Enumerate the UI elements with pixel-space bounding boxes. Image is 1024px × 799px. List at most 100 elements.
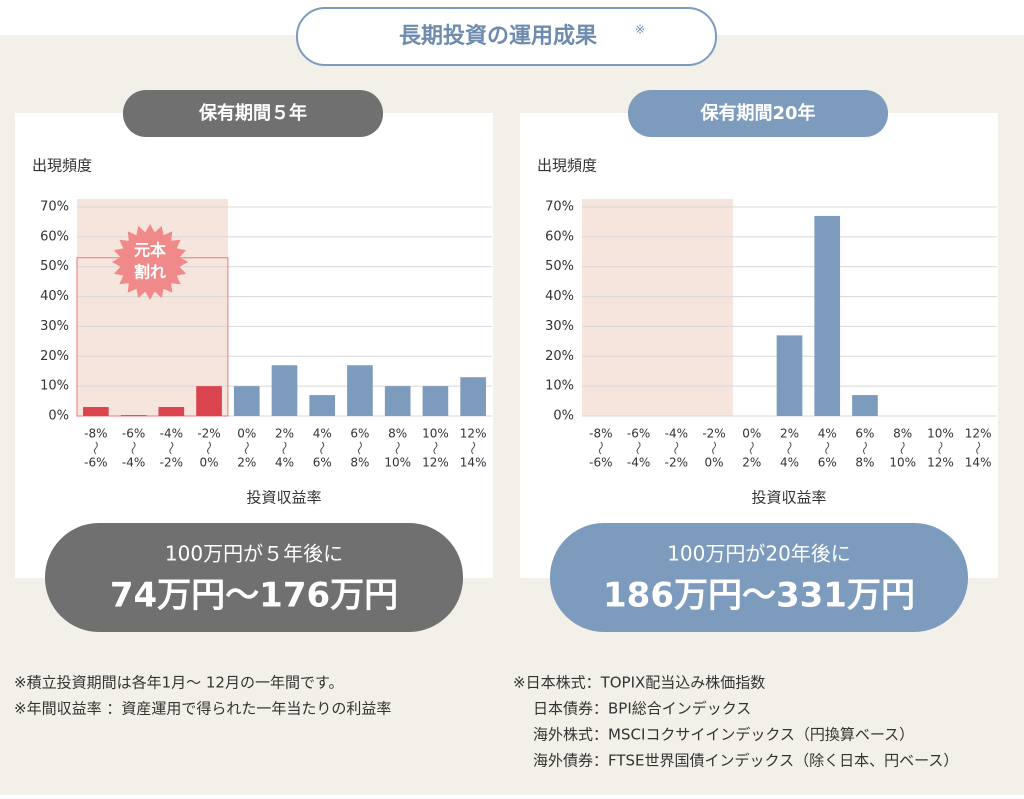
bar xyxy=(460,377,486,416)
bar xyxy=(814,215,841,416)
annotation-text: 元本 xyxy=(134,241,166,260)
x-tick-label: 6% xyxy=(350,427,369,441)
bar xyxy=(271,365,298,416)
panel-title: 保有期間５年 xyxy=(198,102,307,124)
range-wave xyxy=(207,441,212,455)
range-wave xyxy=(712,441,717,455)
y-tick-label: 10% xyxy=(545,379,574,394)
range-wave xyxy=(976,441,981,455)
range-wave xyxy=(825,441,830,455)
x-tick-label: -4% xyxy=(627,456,650,470)
result-pill xyxy=(45,523,463,632)
y-tick-label: 20% xyxy=(40,349,69,364)
x-tick-label: 12% xyxy=(422,456,449,470)
result-pill xyxy=(550,523,968,632)
title-mark: ※ xyxy=(635,23,645,37)
panel-header xyxy=(123,90,383,137)
x-tick-label: -2% xyxy=(160,456,183,470)
x-tick-label: 0% xyxy=(237,427,256,441)
x-tick-label: -2% xyxy=(197,427,220,441)
x-tick-label: 8% xyxy=(388,427,407,441)
range-wave xyxy=(900,441,905,455)
y-tick-label: 40% xyxy=(545,289,574,304)
range-wave xyxy=(282,441,287,455)
x-tick-label: 10% xyxy=(889,456,916,470)
x-tick-label: 4% xyxy=(780,456,799,470)
y-tick-label: 60% xyxy=(40,229,69,244)
x-tick-label: 8% xyxy=(855,456,874,470)
range-wave xyxy=(749,441,754,455)
range-wave xyxy=(320,441,325,455)
bar xyxy=(309,395,336,416)
x-tick-label: 12% xyxy=(965,427,992,441)
x-tick-label: -4% xyxy=(665,427,688,441)
x-tick-label: 12% xyxy=(927,456,954,470)
x-tick-label: -4% xyxy=(122,456,145,470)
y-tick-label: 70% xyxy=(545,200,574,215)
y-tick-label: 40% xyxy=(40,289,69,304)
x-tick-label: 8% xyxy=(893,427,912,441)
x-tick-label: 10% xyxy=(422,427,449,441)
x-tick-label: 2% xyxy=(237,456,256,470)
bar xyxy=(384,386,411,416)
x-tick-label: 10% xyxy=(384,456,411,470)
bar xyxy=(83,407,109,416)
panel-title: 保有期間20年 xyxy=(699,102,815,124)
x-tick-label: 4% xyxy=(275,456,294,470)
x-tick-label: 4% xyxy=(313,427,332,441)
y-tick-label: 10% xyxy=(40,379,69,394)
y-tick-label: 30% xyxy=(545,319,574,334)
x-tick-label: 2% xyxy=(742,456,761,470)
x-tick-label: -6% xyxy=(589,456,612,470)
x-tick-label: -8% xyxy=(84,427,107,441)
bar xyxy=(852,395,878,416)
y-tick-label: 50% xyxy=(40,259,69,274)
bar xyxy=(120,415,147,416)
note: 海外株式：MSCIコクサイインデックス（円換算ベース） xyxy=(533,726,914,744)
range-wave xyxy=(357,441,362,455)
x-tick-label: 0% xyxy=(705,456,724,470)
x-tick-label: 0% xyxy=(200,456,219,470)
range-wave xyxy=(471,441,476,455)
note: ※日本株式：TOPIX配当込み株価指数 xyxy=(513,674,765,692)
x-tick-label: 6% xyxy=(313,456,332,470)
bar xyxy=(776,335,803,416)
y-tick-label: 20% xyxy=(545,349,574,364)
x-tick-label: -4% xyxy=(160,427,183,441)
result-amount: 186万円〜331万円 xyxy=(603,576,915,616)
x-tick-label: -6% xyxy=(122,427,145,441)
y-tick-label: 0% xyxy=(553,409,574,424)
x-tick-label: 14% xyxy=(460,456,487,470)
x-tick-label: 0% xyxy=(742,427,761,441)
range-wave xyxy=(938,441,943,455)
bar xyxy=(233,386,260,416)
result-line: 100万円が20年後に xyxy=(667,542,851,566)
y-tick-label: 0% xyxy=(48,409,69,424)
range-wave xyxy=(131,441,136,455)
range-wave xyxy=(862,441,867,455)
loss-region xyxy=(582,199,733,416)
x-tick-label: 2% xyxy=(780,427,799,441)
range-wave xyxy=(244,441,249,455)
annotation-text: 割れ xyxy=(134,263,166,282)
bar xyxy=(196,386,222,416)
x-tick-label: 6% xyxy=(818,456,837,470)
x-tick-label: -6% xyxy=(627,427,650,441)
range-wave xyxy=(395,441,400,455)
range-wave xyxy=(598,441,603,455)
note: 海外債券：FTSE世界国債インデックス（除く日本、円ベース） xyxy=(533,752,958,770)
y-tick-label: 70% xyxy=(40,200,69,215)
title-pill xyxy=(296,7,717,66)
panel-header xyxy=(628,90,888,137)
y-tick-label: 50% xyxy=(545,259,574,274)
range-wave xyxy=(636,441,641,455)
y-axis-label: 出現頻度 xyxy=(537,157,597,175)
x-axis-label: 投資収益率 xyxy=(246,489,321,507)
y-tick-label: 60% xyxy=(545,229,574,244)
note: ※積立投資期間は各年1月〜 12月の一年間です。 xyxy=(14,674,343,692)
x-tick-label: -8% xyxy=(589,427,612,441)
x-tick-label: 14% xyxy=(965,456,992,470)
x-axis-label: 投資収益率 xyxy=(751,489,826,507)
range-wave xyxy=(674,441,679,455)
